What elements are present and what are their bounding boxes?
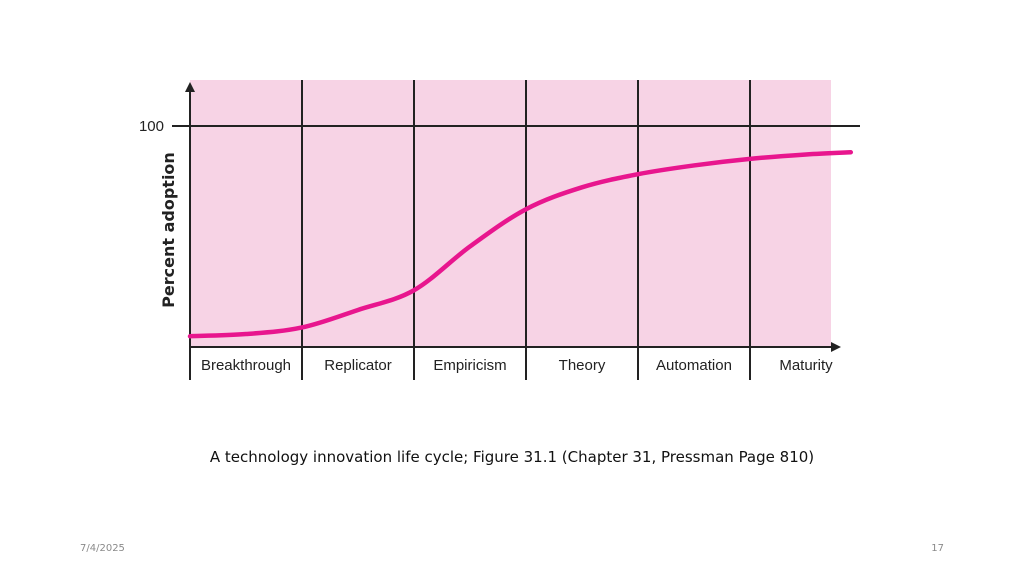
axes: 100 — [139, 82, 841, 380]
slide-page-number: 17 — [931, 543, 944, 554]
category-label: Replicator — [324, 357, 392, 374]
category-label: Maturity — [779, 357, 833, 374]
x-axis-arrow — [831, 342, 841, 352]
background-band — [190, 80, 831, 347]
category-label: Empiricism — [433, 357, 506, 374]
slide-date: 7/4/2025 — [80, 543, 125, 554]
y-tick-label: 100 — [139, 118, 164, 135]
y-axis-arrow — [185, 82, 195, 92]
y-axis-label: Percent adoption — [159, 152, 178, 308]
grid-lines — [172, 80, 860, 380]
category-labels: Breakthrough Replicator Empiricism Theory Au… — [201, 357, 833, 374]
figure-caption: A technology innovation life cycle; Figu… — [209, 448, 815, 466]
pink-band — [190, 80, 831, 347]
adoption-curve-group — [187, 150, 854, 339]
category-label: Theory — [559, 357, 606, 374]
adoption-curve — [187, 150, 854, 339]
category-label: Breakthrough — [201, 357, 291, 374]
category-label: Automation — [656, 357, 732, 374]
